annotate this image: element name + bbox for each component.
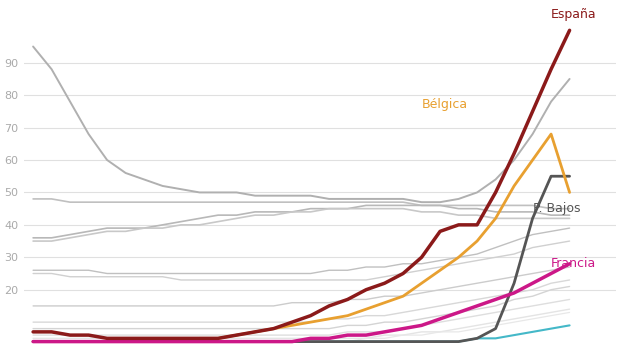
Text: Francia: Francia [551,257,596,270]
Text: P. Bajos: P. Bajos [533,202,580,215]
Text: Bélgica: Bélgica [422,98,467,111]
Text: España: España [551,8,596,21]
